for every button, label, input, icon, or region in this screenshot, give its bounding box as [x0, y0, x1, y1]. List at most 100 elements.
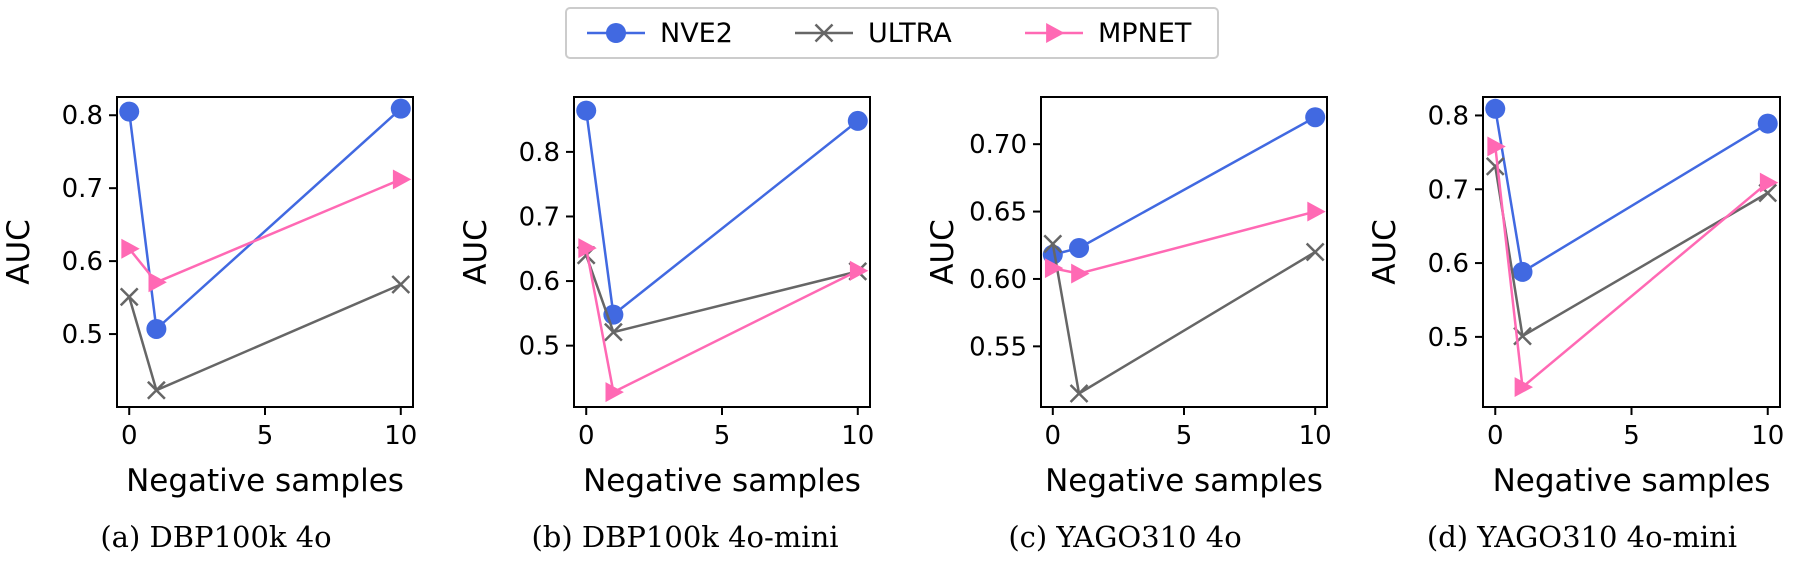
series-line: [1051, 243, 1316, 395]
data-point: [1069, 384, 1089, 403]
data-point: [146, 318, 167, 339]
data-point: [119, 101, 140, 122]
data-point: [121, 238, 140, 259]
x-tick-label: 5: [1176, 421, 1193, 451]
series-nve2: [119, 98, 411, 339]
y-tick-label: 0.6: [1428, 249, 1469, 279]
y-axis-label: AUC: [925, 219, 961, 285]
y-tick-label: 0.60: [969, 265, 1027, 295]
data-point: [849, 260, 869, 281]
series-line: [584, 247, 859, 394]
y-tick-label: 0.7: [1428, 175, 1469, 205]
data-point: [1485, 98, 1506, 119]
y-tick-label: 0.7: [519, 202, 560, 232]
series-ultra: [1485, 156, 1778, 346]
subfigure-caption: (b) DBP100k 4o-mini: [531, 520, 838, 554]
legend-marker: [814, 23, 834, 43]
data-point: [603, 322, 623, 342]
series-line: [584, 110, 859, 316]
chart-panel-2: 0 5 10 0.5 0.6 0.7 0.8 Negative samples AUC (b) D…: [458, 96, 874, 554]
x-tick-label: 5: [257, 421, 274, 451]
x-axis-label: Negative samples: [1045, 463, 1323, 499]
y-tick-label: 0.65: [969, 198, 1027, 228]
series-nve2: [576, 100, 868, 325]
plot-frame: [116, 96, 414, 408]
series-line: [585, 254, 859, 334]
data-point: [146, 380, 166, 400]
data-point: [1071, 263, 1090, 284]
y-tick-label: 0.8: [519, 138, 560, 168]
y-tick-label: 0.6: [519, 267, 560, 297]
y-axis-label: AUC: [458, 219, 494, 285]
x-tick-label: 10: [1751, 421, 1784, 451]
x-tick-label: 10: [1299, 421, 1332, 451]
data-point: [148, 272, 167, 293]
data-point: [391, 275, 411, 294]
data-point: [1305, 107, 1326, 128]
data-point: [576, 100, 597, 121]
legend-item-ultra: ULTRA: [795, 18, 952, 49]
x-tick-label: 5: [1623, 421, 1640, 451]
legend-item-nve2: NVE2: [587, 18, 733, 49]
legend-label: NVE2: [660, 18, 733, 49]
legend-label: ULTRA: [868, 18, 952, 49]
series-line: [1052, 116, 1316, 256]
legend-label: MPNET: [1098, 18, 1192, 49]
series-mpnet: [1487, 136, 1779, 398]
plot-frame: [573, 96, 871, 408]
y-tick-label: 0.7: [62, 174, 103, 204]
y-tick-label: 0.8: [62, 101, 103, 131]
x-tick-label: 10: [384, 421, 417, 451]
subfigure-caption: (a) DBP100k 4o: [100, 520, 331, 554]
x-tick-label: 0: [1487, 421, 1504, 451]
legend-marker: [606, 23, 626, 43]
data-point: [1759, 172, 1779, 193]
x-tick-label: 0: [121, 421, 138, 451]
data-point: [119, 287, 139, 307]
y-axis-label: AUC: [1, 219, 37, 285]
legend-item-mpnet: MPNET: [1025, 18, 1192, 49]
data-point: [1757, 113, 1778, 134]
x-tick-label: 0: [1045, 421, 1062, 451]
y-axis-label: AUC: [1367, 219, 1403, 285]
chart-panel-3: 0 5 10 0.55 0.60 0.65 0.70 Negative samples AUC (…: [925, 96, 1332, 554]
y-tick-label: 0.70: [969, 130, 1027, 160]
series-line: [1494, 146, 1769, 389]
x-tick-label: 10: [841, 421, 874, 451]
y-tick-label: 0.5: [1428, 323, 1469, 353]
y-tick-label: 0.55: [969, 332, 1027, 362]
data-point: [605, 382, 624, 403]
series-nve2: [1042, 107, 1326, 265]
data-point: [1307, 201, 1326, 222]
data-point: [1485, 156, 1505, 176]
subfigure-caption: (d) YAGO310 4o-mini: [1427, 520, 1737, 554]
y-tick-label: 0.5: [519, 332, 560, 362]
chart-panel-1: 0 5 10 0.5 0.6 0.7 0.8 Negative samples AUC (a) D…: [1, 96, 417, 554]
series-line: [1052, 210, 1316, 275]
subfigure-caption: (c) YAGO310 4o: [1008, 520, 1241, 554]
series-line: [1494, 108, 1769, 274]
legend: NVE2 ULTRA MPNET: [565, 7, 1219, 59]
data-point: [1487, 136, 1506, 157]
data-point: [392, 169, 412, 190]
series-ultra: [1043, 234, 1325, 403]
y-tick-label: 0.8: [1428, 101, 1469, 131]
x-axis-label: Negative samples: [1493, 463, 1771, 499]
legend-frame: [565, 7, 1219, 59]
data-point: [390, 98, 411, 119]
chart-panel-4: 0 5 10 0.5 0.6 0.7 0.8 Negative samples AUC (d) Y…: [1367, 96, 1784, 554]
data-point: [1514, 377, 1534, 398]
data-point: [1305, 242, 1325, 262]
series-nve2: [1485, 98, 1778, 282]
data-point: [1512, 261, 1533, 282]
data-point: [1044, 258, 1064, 279]
legend-marker: [1046, 23, 1065, 43]
series-ultra: [576, 245, 868, 342]
x-axis-label: Negative samples: [583, 463, 861, 499]
series-ultra: [119, 275, 411, 400]
data-point: [847, 110, 868, 131]
series-line: [1494, 166, 1769, 338]
series-mpnet: [1044, 201, 1326, 284]
series-line: [127, 283, 402, 392]
